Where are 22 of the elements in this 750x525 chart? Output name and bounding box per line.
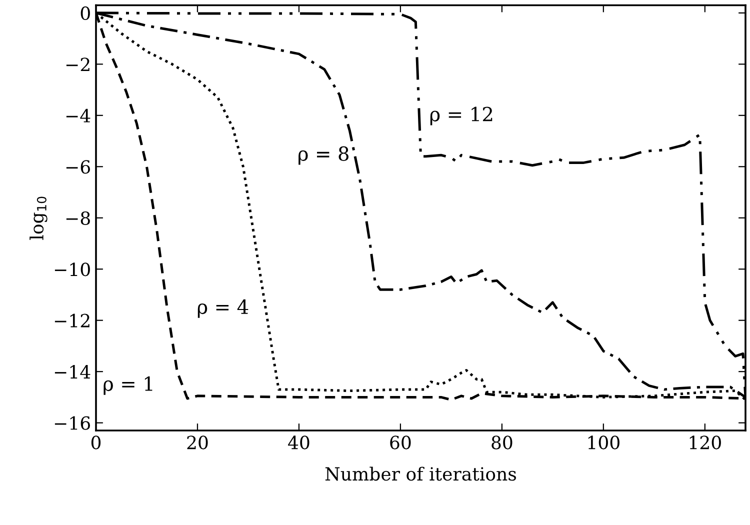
y-tick-label: −6 bbox=[66, 160, 90, 174]
y-tick-label: −10 bbox=[54, 262, 90, 276]
y-tick-label: −2 bbox=[66, 58, 90, 72]
x-tick-label: 20 bbox=[187, 436, 208, 450]
y-tick-label: −8 bbox=[66, 211, 90, 225]
series-label: ρ = 12 bbox=[430, 106, 492, 126]
y-tick-label: −4 bbox=[66, 108, 90, 122]
y-axis-title: log$_{10}$ bbox=[30, 196, 48, 240]
y-tick-label: −16 bbox=[54, 416, 90, 430]
x-tick-label: 40 bbox=[288, 436, 310, 450]
x-axis-title: Number of iterations bbox=[325, 466, 516, 481]
y-tick-label: 0 bbox=[80, 6, 90, 20]
x-tick-label: 120 bbox=[690, 436, 721, 450]
x-tick-label: 80 bbox=[492, 436, 512, 450]
x-tick-label: 60 bbox=[390, 436, 411, 450]
x-tick-label: 100 bbox=[588, 436, 620, 450]
series-label: ρ = 1 bbox=[104, 376, 152, 395]
y-tick-label: −12 bbox=[54, 314, 90, 328]
y-tick-label: −14 bbox=[54, 365, 90, 378]
series-label: ρ = 4 bbox=[198, 299, 248, 318]
series-label: ρ = 8 bbox=[298, 146, 348, 165]
x-tick-label: 0 bbox=[91, 436, 101, 450]
